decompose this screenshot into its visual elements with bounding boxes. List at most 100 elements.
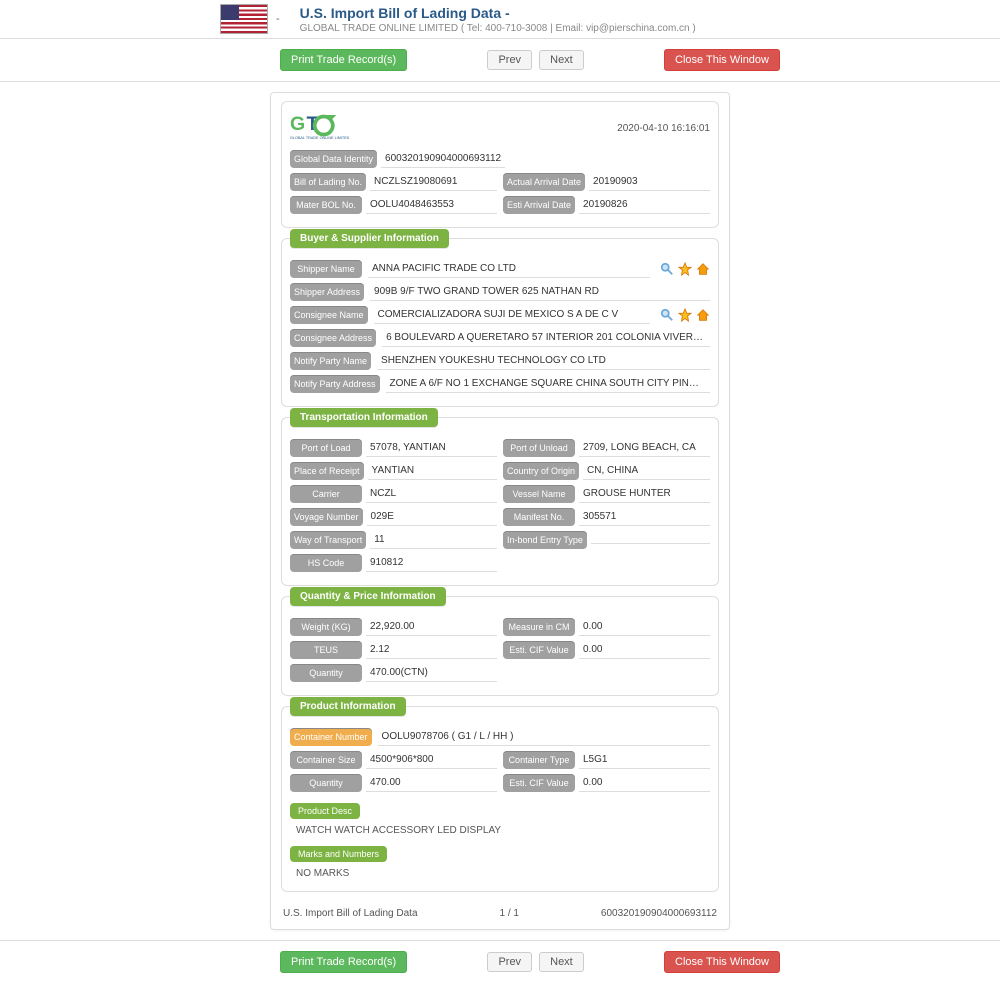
country-origin-value: CN, CHINA	[583, 462, 710, 480]
esti-arrival-label: Esti Arrival Date	[503, 196, 575, 214]
toolbar-top: Print Trade Record(s) Prev Next Close Th…	[0, 39, 1000, 82]
place-receipt-label: Place of Receipt	[290, 462, 364, 480]
search-icon[interactable]	[660, 262, 674, 276]
qty-label: Quantity	[290, 664, 362, 682]
print-button[interactable]: Print Trade Record(s)	[280, 49, 407, 71]
manifest-label: Manifest No.	[503, 508, 575, 526]
notify-addr-value: ZONE A 6/F NO 1 EXCHANGE SQUARE CHINA SO…	[386, 375, 710, 393]
row-consignee-addr: Consignee Address 6 BOULEVARD A QUERETAR…	[290, 329, 710, 347]
home-icon[interactable]	[696, 308, 710, 322]
marks-tab: Marks and Numbers	[290, 846, 387, 862]
container-type-label: Container Type	[503, 751, 575, 769]
measure-value: 0.00	[579, 618, 710, 636]
bol-no-label: Bill of Lading No.	[290, 173, 366, 191]
row-notify-addr: Notify Party Address ZONE A 6/F NO 1 EXC…	[290, 375, 710, 393]
row-qty: Quantity470.00(CTN)	[290, 664, 710, 682]
header: - U.S. Import Bill of Lading Data - GLOB…	[0, 0, 1000, 39]
carrier-label: Carrier	[290, 485, 362, 503]
product-desc-tab: Product Desc	[290, 803, 360, 819]
buyer-tab: Buyer & Supplier Information	[290, 229, 449, 248]
voyage-value: 029E	[367, 508, 497, 526]
mater-bol-label: Mater BOL No.	[290, 196, 362, 214]
weight-value: 22,920.00	[366, 618, 497, 636]
consignee-addr-value: 6 BOULEVARD A QUERETARO 57 INTERIOR 201 …	[382, 329, 710, 347]
place-receipt-value: YANTIAN	[368, 462, 497, 480]
product-tab: Product Information	[290, 697, 406, 716]
p-cif-value: 0.00	[579, 774, 710, 792]
page: - U.S. Import Bill of Lading Data - GLOB…	[0, 0, 1000, 983]
port-unload-label: Port of Unload	[503, 439, 575, 457]
product-panel: Product Information Container Number OOL…	[281, 706, 719, 892]
page-title-text: U.S. Import Bill of Lading Data	[300, 5, 501, 21]
consignee-name-value: COMERCIALIZADORA SUJI DE MEXICO S A DE C…	[374, 306, 650, 324]
row-gdi: Global Data Identity 6003201909040006931…	[290, 150, 710, 168]
qty-value: 470.00(CTN)	[366, 664, 497, 682]
buyer-panel: Buyer & Supplier Information Shipper Nam…	[281, 238, 719, 407]
next-button[interactable]: Next	[539, 50, 584, 70]
teus-label: TEUS	[290, 641, 362, 659]
weight-label: Weight (KG)	[290, 618, 362, 636]
notify-addr-label: Notify Party Address	[290, 375, 380, 393]
toolbar-bottom: Print Trade Record(s) Prev Next Close Th…	[0, 940, 1000, 983]
bol-no-value: NCZLSZ19080691	[370, 173, 497, 191]
global-data-identity-value: 600320190904000693112	[381, 150, 505, 168]
hs-label: HS Code	[290, 554, 362, 572]
inbond-label: In-bond Entry Type	[503, 531, 587, 549]
way-value: 11	[370, 531, 497, 549]
close-button[interactable]: Close This Window	[664, 49, 780, 71]
footer-center: 1 / 1	[499, 908, 518, 919]
notify-name-label: Notify Party Name	[290, 352, 371, 370]
port-load-value: 57078, YANTIAN	[366, 439, 497, 457]
row-weight: Weight (KG)22,920.00 Measure in CM0.00	[290, 618, 710, 636]
row-consignee-name: Consignee Name COMERCIALIZADORA SUJI DE …	[290, 306, 710, 324]
p-qty-value: 470.00	[366, 774, 497, 792]
nav-center: Prev Next	[407, 50, 664, 70]
search-icon[interactable]	[660, 308, 674, 322]
shipper-addr-label: Shipper Address	[290, 283, 364, 301]
container-type-value: L5G1	[579, 751, 710, 769]
container-size-label: Container Size	[290, 751, 362, 769]
shipper-name-value: ANNA PACIFIC TRADE CO LTD	[368, 260, 650, 278]
vessel-label: Vessel Name	[503, 485, 575, 503]
star-icon[interactable]	[678, 308, 692, 322]
carrier-value: NCZL	[366, 485, 497, 503]
port-unload-value: 2709, LONG BEACH, CA	[579, 439, 710, 457]
voyage-label: Voyage Number	[290, 508, 363, 526]
close-button-bottom[interactable]: Close This Window	[664, 951, 780, 973]
title-dash: -	[505, 5, 510, 21]
prev-button[interactable]: Prev	[487, 50, 532, 70]
consignee-icons	[660, 308, 710, 322]
qty-tab: Quantity & Price Information	[290, 587, 446, 606]
mater-bol-value: OOLU4048463553	[366, 196, 497, 214]
prev-button-bottom[interactable]: Prev	[487, 952, 532, 972]
gto-logo: G T GLOBAL TRADE ONLINE LIMITED	[290, 112, 380, 145]
header-titles: U.S. Import Bill of Lading Data - GLOBAL…	[300, 5, 696, 34]
row-mater: Mater BOL No. OOLU4048463553 Esti Arriva…	[290, 196, 710, 214]
shipper-name-label: Shipper Name	[290, 260, 362, 278]
product-desc: WATCH WATCH ACCESSORY LED DISPLAY	[290, 821, 710, 840]
svg-text:G: G	[290, 113, 305, 135]
row-container: Container Number OOLU9078706 ( G1 / L / …	[290, 728, 710, 746]
next-button-bottom[interactable]: Next	[539, 952, 584, 972]
global-data-identity-label: Global Data Identity	[290, 150, 377, 168]
row-place: Place of ReceiptYANTIAN Country of Origi…	[290, 462, 710, 480]
footer-right: 600320190904000693112	[601, 908, 717, 919]
nav-center-bottom: Prev Next	[407, 952, 664, 972]
home-icon[interactable]	[696, 262, 710, 276]
actual-arrival-value: 20190903	[589, 173, 710, 191]
inbond-value	[591, 537, 710, 544]
svg-text:GLOBAL TRADE ONLINE LIMITED: GLOBAL TRADE ONLINE LIMITED	[290, 136, 350, 140]
star-icon[interactable]	[678, 262, 692, 276]
page-title: U.S. Import Bill of Lading Data -	[300, 5, 696, 21]
cif-label: Esti. CIF Value	[503, 641, 575, 659]
consignee-addr-label: Consignee Address	[290, 329, 376, 347]
way-label: Way of Transport	[290, 531, 366, 549]
port-load-label: Port of Load	[290, 439, 362, 457]
container-no-value: OOLU9078706 ( G1 / L / HH )	[378, 728, 710, 746]
p-qty-label: Quantity	[290, 774, 362, 792]
cif-value: 0.00	[579, 641, 710, 659]
print-button-bottom[interactable]: Print Trade Record(s)	[280, 951, 407, 973]
transport-tab: Transportation Information	[290, 408, 438, 427]
row-hs: HS Code910812	[290, 554, 710, 572]
us-flag-icon	[220, 4, 268, 34]
